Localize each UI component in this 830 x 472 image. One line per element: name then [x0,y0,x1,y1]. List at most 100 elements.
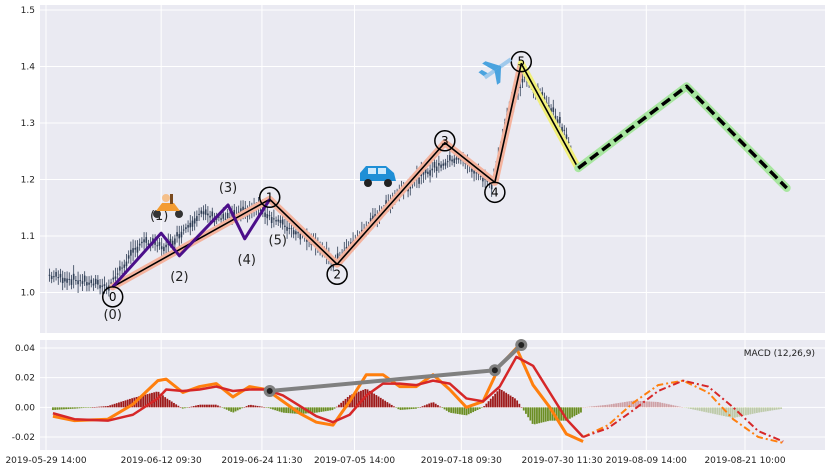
macd-forecast-hist-bar [643,401,646,408]
macd-hist-bar [91,407,94,408]
macd-hist-bar [533,407,536,425]
macd-ytick-label: 0.02 [15,374,35,384]
macd-hist-bar [179,407,182,408]
candle-body [209,215,211,218]
signal-forecast-line [582,379,784,443]
macd-hist-bar [78,407,81,409]
macd-hist-bar [219,406,222,408]
macd-hist-bar [151,392,153,408]
macd-hist-bar [564,407,567,421]
macd-forecast-hist-bar [685,407,688,409]
candle-body [75,280,77,282]
candle-body [281,219,284,225]
macd-hist-bar [283,407,285,413]
macd-hist-bar [478,407,481,409]
macd-hist-bar [531,407,534,424]
candle-body [116,273,119,275]
candle-body [97,279,99,285]
macd-forecast-hist-bar [650,401,653,408]
candle-body [279,220,282,224]
candle-body [273,218,275,220]
candle-body [90,279,93,284]
x-tick-label: 2019-05-29 14:00 [5,456,86,466]
macd-hist-bar [357,391,360,408]
macd-forecast-hist-bar [707,407,710,413]
x-tick-label: 2019-08-21 10:00 [704,456,785,466]
candle-body [438,162,440,166]
macd-hist-bar [140,395,142,408]
macd-ytick-label: 0.04 [15,344,35,354]
macd-forecast-hist-bar [665,403,668,408]
macd-hist-bar [373,393,376,408]
macd-hist-bar [375,395,378,408]
macd-forecast-hist-bar [672,405,675,408]
macd-hist-bar [419,407,422,408]
macd-forecast-hist-bar [771,407,774,411]
candle-body [202,211,205,215]
candle-body [154,240,156,245]
candle-body [385,200,387,207]
macd-hist-bar [225,407,228,410]
macd-hist-bar [265,407,268,408]
macd-hist-bar [65,407,68,410]
macd-forecast-hist-bar [758,407,761,413]
x-axis: 2019-05-29 14:00 2019-06-12 09:30 2019-06-… [5,456,785,466]
macd-hist-bar [536,407,538,424]
x-tick-label: 2019-07-05 14:00 [314,456,395,466]
macd-hist-bar [188,407,191,408]
macd-hist-bar [443,407,446,410]
macd-hist-bar [85,407,87,408]
macd-hist-bar [82,407,85,408]
macd-hist-bar [214,404,217,408]
macd-hist-bar [577,407,580,414]
macd-forecast-hist-bar [705,407,708,413]
macd-hist-bar [318,407,321,413]
wave-label: 0 [109,290,117,304]
candle-body [479,176,482,178]
candle-body [440,164,442,168]
candle-body [59,273,62,278]
macd-forecast-hist-bar [769,407,772,411]
candle-body [145,237,148,243]
candle-body [471,168,473,172]
macd-hist-bar [276,407,279,411]
elliott-waves [109,60,791,291]
macd-forecast-hist-bar [661,402,664,408]
macd-hist-bar [540,407,543,423]
macd-hist-bar [131,398,134,408]
macd-forecast-hist-bar [751,407,754,414]
macd-hist-bar [245,406,248,408]
macd-hist-bar [456,407,459,414]
candle-body [57,277,60,279]
candle-body [299,233,302,240]
macd-hist-bar [393,406,395,408]
macd-hist-bar [166,398,169,408]
candle-body [101,285,104,287]
macd-forecast-hist-bar [742,407,745,416]
macd-hist-bar [267,407,270,409]
macd-hist-bar [379,397,382,408]
candle-body [94,278,97,285]
candle-body [277,219,280,222]
macd-hist-bar [234,407,237,412]
candle-body [446,161,449,163]
macd-forecast-hist-bar [606,404,609,408]
macd-hist-bar [390,404,393,408]
macd-hist-bar [571,407,574,418]
macd-forecast-hist-bar [586,406,589,408]
macd-forecast-hist-bar [679,406,681,408]
macd-forecast-hist-bar [602,405,604,408]
macd-forecast-hist-bar [720,407,723,416]
macd-hist-bar [206,404,208,408]
macd-hist-bar [212,404,215,408]
macd-hist-bar [335,406,338,408]
macd-hist-bar [474,407,477,412]
candle-body [77,280,79,285]
macd-forecast-hist-bar [599,405,602,408]
sub-wave-label: (2) [170,270,188,285]
macd-forecast-hist-bar [617,403,620,408]
macd-hist-bar [487,401,490,408]
macd-hist-bar [342,400,345,408]
macd-forecast-hist-bar [753,407,756,414]
candle-body [103,284,106,287]
